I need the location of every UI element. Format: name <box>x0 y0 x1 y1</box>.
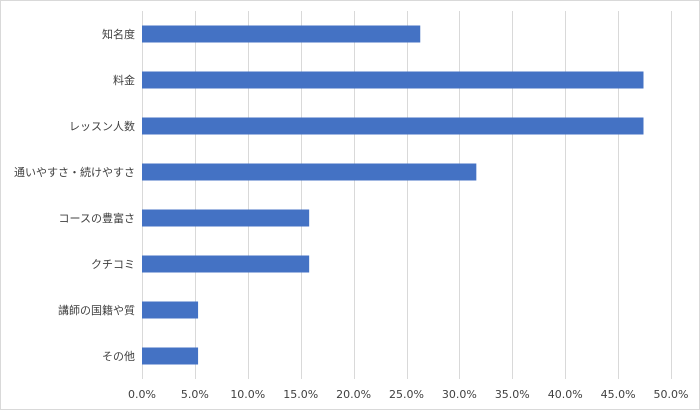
bar <box>142 117 644 135</box>
x-tick-label: 30.0% <box>442 388 477 401</box>
bar <box>142 163 477 181</box>
x-axis-tick-labels: 0.0% 5.0% 10.0% 15.0% 20.0% 25.0% 30.0% 35.0% 40… <box>128 388 688 401</box>
x-tick-label: 40.0% <box>548 388 583 401</box>
bar <box>142 71 644 89</box>
bar <box>142 347 199 365</box>
category-label: レッスン人数 <box>69 120 135 133</box>
category-label: 料金 <box>113 73 135 87</box>
category-label: その他 <box>102 350 135 363</box>
category-label: 講師の国籍や質 <box>58 303 135 317</box>
x-tick-label: 25.0% <box>389 388 424 401</box>
category-label: クチコミ <box>91 258 135 271</box>
category-label: 知名度 <box>102 27 135 41</box>
x-tick-label: 5.0% <box>181 388 209 401</box>
x-tick-label: 15.0% <box>283 388 318 401</box>
category-label: 通いやすさ・続けやすさ <box>14 165 135 179</box>
x-tick-label: 35.0% <box>495 388 530 401</box>
bar <box>142 301 199 319</box>
x-tick-label: 10.0% <box>230 388 265 401</box>
x-tick-label: 20.0% <box>336 388 371 401</box>
gridlines <box>142 11 672 379</box>
x-tick-label: 50.0% <box>654 388 689 401</box>
bar <box>142 255 310 273</box>
category-label: コースの豊富さ <box>59 211 135 225</box>
bars <box>142 25 644 365</box>
bar <box>142 25 421 43</box>
category-labels: 知名度料金レッスン人数通いやすさ・続けやすさコースの豊富さクチコミ講師の国籍や質… <box>14 27 135 363</box>
x-tick-label: 45.0% <box>601 388 636 401</box>
bar <box>142 209 310 227</box>
x-tick-label: 0.0% <box>128 388 156 401</box>
